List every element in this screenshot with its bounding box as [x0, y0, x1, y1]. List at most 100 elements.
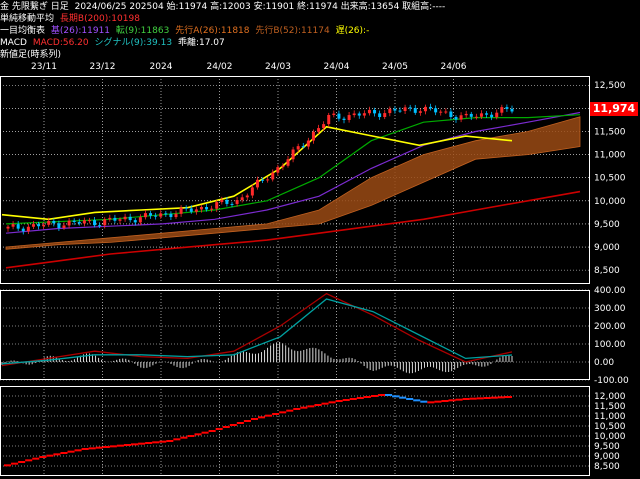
newprice-brick [279, 411, 287, 414]
candle-body [87, 220, 91, 222]
newprice-brick [53, 453, 61, 456]
candle-body [255, 179, 259, 188]
y-tick-label: 11,000 [594, 412, 626, 422]
newprice-brick [392, 395, 400, 398]
newprice-brick [194, 433, 202, 436]
y-tick-label: 0.00 [594, 358, 614, 368]
newprice-brick [377, 394, 385, 396]
candle-body [230, 203, 234, 205]
newprice-brick [67, 450, 75, 453]
candle-body [52, 220, 56, 224]
newprice-brick [497, 396, 505, 399]
candle-body [276, 167, 280, 173]
candle-body [439, 111, 443, 113]
ohlc-stats: 2024/06/25 202504 始:11974 高:12003 安:1190… [74, 2, 446, 12]
x-tick-label: 24/03 [265, 62, 291, 72]
candle-body [174, 213, 178, 218]
candle-body [82, 220, 86, 224]
newprice-brick [215, 428, 223, 430]
candle-body [327, 114, 331, 125]
candle-body [210, 208, 214, 210]
y-tick-label: 100.00 [594, 340, 626, 350]
header-line-1: 金 先限繋ぎ 日足 2024/06/25 202504 始:11974 高:12… [0, 2, 448, 12]
candle-body [347, 115, 351, 120]
macd-line [1, 292, 513, 367]
candle-body [47, 220, 51, 225]
newprice-brick [462, 398, 470, 400]
newprice-brick [201, 431, 209, 434]
candle-body [474, 116, 478, 118]
kijun-value: 基(26):11911 [50, 26, 111, 36]
newprice-brick [455, 398, 463, 401]
y-tick-label: 12,500 [594, 81, 626, 91]
candle-body [378, 113, 382, 118]
newprice-brick [370, 395, 378, 397]
newprice-brick [349, 398, 357, 400]
newprice-brick [427, 401, 435, 404]
candle-body [367, 109, 371, 114]
candle-body [11, 224, 15, 227]
newprice-brick [116, 444, 124, 447]
candle-body [16, 224, 20, 229]
candle-body [383, 113, 387, 118]
newprice-brick [11, 462, 19, 465]
candle-body [164, 213, 168, 215]
candle-body [388, 108, 392, 114]
newprice-brick [18, 461, 26, 463]
newprice-brick [314, 404, 322, 406]
candle-body [220, 199, 224, 203]
header-line-2: 単純移動平均 長期B(200):10198 [0, 14, 143, 24]
newprice-brick [420, 400, 428, 403]
newprice-brick [131, 443, 139, 446]
candle-body [362, 113, 366, 116]
newprice-brick [46, 454, 54, 457]
newprice-brick [469, 397, 477, 400]
y-tick-label: 9,500 [594, 442, 620, 452]
newprice-brick [123, 444, 131, 446]
candle-body [393, 108, 397, 111]
candle-body [281, 165, 285, 168]
y-tick-label: 10,000 [594, 432, 626, 442]
panel-frame-2 [0, 386, 590, 476]
candle-body [296, 146, 300, 150]
kijun-line [5, 111, 581, 234]
newprice-brick [490, 396, 498, 399]
candle-body [250, 187, 254, 196]
newprice-brick [406, 398, 414, 400]
candle-body [423, 106, 427, 112]
candle-body [342, 118, 346, 120]
candle-body [179, 207, 183, 214]
y-tick-label: 10,500 [594, 174, 626, 184]
newprice-brick [300, 406, 308, 409]
y-tick-label: 11,000 [594, 151, 626, 161]
y-tick-label: 10,000 [594, 197, 626, 207]
newprice-brick [88, 447, 96, 450]
candle-body [77, 221, 81, 224]
candle-body [266, 179, 270, 181]
newprice-brick [504, 396, 512, 398]
newprice-brick [441, 400, 449, 402]
candle-body [301, 146, 305, 148]
instrument-name: 金 先限繋ぎ 日足 [0, 2, 69, 12]
candle-body [93, 220, 97, 226]
x-tick-label: 2024 [149, 62, 173, 72]
candle-body [143, 213, 147, 218]
candle-body [184, 207, 188, 209]
candle-body [113, 217, 117, 221]
newprice-brick [159, 440, 167, 443]
y-tick-label: 200.00 [594, 322, 626, 332]
candle-body [413, 108, 417, 113]
y-tick-label: 10,500 [594, 422, 626, 432]
candle-body [408, 107, 412, 109]
newprice-brick [342, 399, 350, 401]
newprice-brick [222, 426, 230, 428]
newprice-brick [81, 448, 89, 450]
candle-body [26, 226, 30, 232]
newprice-brick [321, 402, 329, 405]
candle-body [479, 113, 483, 117]
newprice-brick [166, 440, 174, 442]
candle-body [133, 220, 137, 223]
newprice-brick [476, 397, 484, 400]
candle-body [72, 220, 76, 222]
